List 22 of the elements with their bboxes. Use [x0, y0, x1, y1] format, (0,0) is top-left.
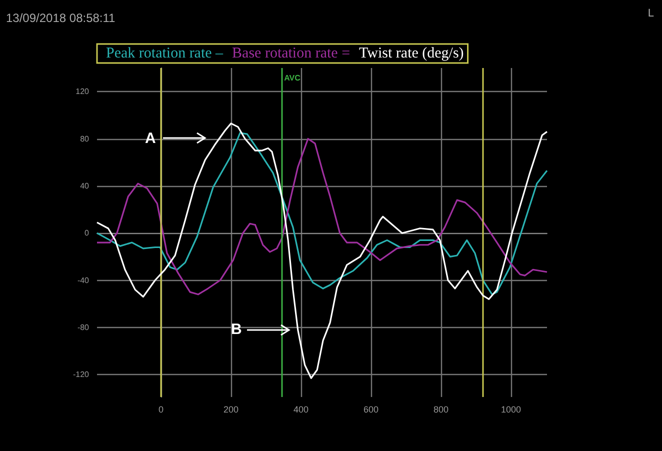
y-tick-label: -40	[77, 276, 90, 285]
x-tick-label: 0	[158, 404, 164, 414]
y-tick-label: 120	[76, 87, 90, 96]
text: Peak rotation rate –	[106, 46, 224, 62]
x-tick-label: 800	[433, 404, 448, 414]
y-tick-label: 40	[80, 181, 90, 190]
x-tick-label: 200	[224, 404, 239, 414]
x-tick-label: 400	[293, 404, 309, 414]
y-tick-label: -80	[77, 322, 90, 332]
text: Twist rate (deg/s)	[359, 46, 464, 62]
text: 13/09/2018 08:58:11	[6, 11, 116, 25]
annotation: A	[145, 130, 156, 147]
y-tick-label: -120	[72, 370, 90, 380]
line-series	[96, 122, 548, 379]
ref-line-label: AVC	[284, 74, 301, 82]
annotation: B	[231, 321, 242, 338]
y-tick-label: 0	[84, 228, 90, 238]
x-tick-label: 600	[363, 404, 379, 414]
text: L	[648, 8, 654, 20]
y-tick-label: 80	[80, 134, 90, 144]
text: Base rotation rate =	[232, 46, 350, 62]
x-tick-label: 1000	[500, 404, 521, 414]
